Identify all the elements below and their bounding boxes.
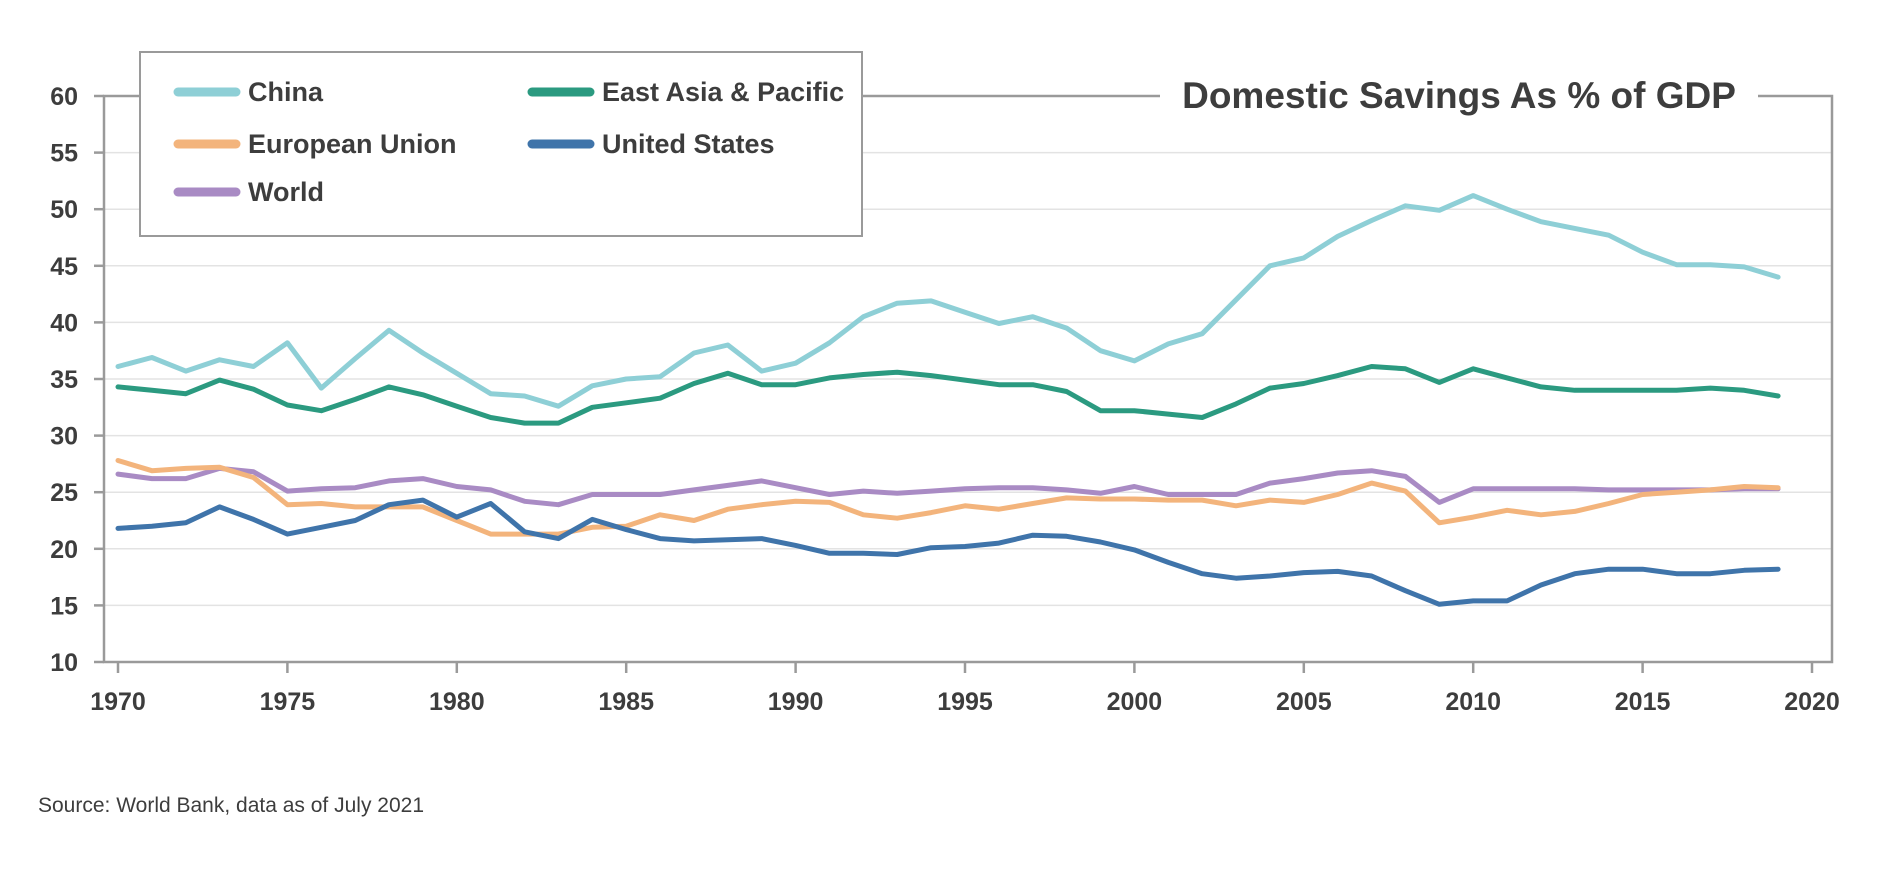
series-line-world bbox=[115, 465, 1781, 508]
chart-title: Domestic Savings As % of GDP bbox=[1182, 75, 1736, 116]
y-tick-label-15: 15 bbox=[50, 592, 78, 620]
y-tick-label-45: 45 bbox=[50, 253, 78, 281]
series-line-east-asia-pacific bbox=[115, 364, 1781, 426]
y-tick-label-60: 60 bbox=[50, 83, 78, 111]
x-tick-label-2000: 2000 bbox=[1107, 688, 1163, 716]
source-note: Source: World Bank, data as of July 2021 bbox=[38, 794, 424, 817]
x-tick-label-1975: 1975 bbox=[260, 688, 316, 716]
legend-label-east-asia-pacific: East Asia & Pacific bbox=[602, 77, 844, 107]
series-line-united-states bbox=[115, 497, 1781, 607]
x-tick-label-1995: 1995 bbox=[937, 688, 993, 716]
y-tick-label-20: 20 bbox=[50, 536, 78, 564]
legend-label-world: World bbox=[248, 177, 324, 207]
x-tick-label-1970: 1970 bbox=[90, 688, 146, 716]
y-tick-label-35: 35 bbox=[50, 366, 78, 394]
series-lines bbox=[115, 193, 1781, 607]
y-tick-label-50: 50 bbox=[50, 196, 78, 224]
x-tick-label-2015: 2015 bbox=[1615, 688, 1671, 716]
x-tick-label-1990: 1990 bbox=[768, 688, 824, 716]
legend-item-world: World bbox=[173, 177, 324, 207]
legend-box bbox=[139, 51, 863, 237]
x-tick-label-2010: 2010 bbox=[1445, 688, 1501, 716]
title-background bbox=[1160, 70, 1758, 124]
series-line-china bbox=[115, 193, 1781, 409]
y-tick-label-30: 30 bbox=[50, 423, 78, 451]
x-axis-ticks: 1970 1975 1980 1985 1990 1995 2000 2005 2010 2015… bbox=[90, 662, 1840, 716]
y-axis-ticks: 10 15 20 25 30 35 40 45 50 55 60 bbox=[50, 83, 104, 677]
x-tick-label-2020: 2020 bbox=[1784, 688, 1840, 716]
legend-item-china: China bbox=[173, 77, 324, 107]
x-tick-label-1985: 1985 bbox=[598, 688, 654, 716]
y-tick-label-10: 10 bbox=[50, 649, 78, 677]
legend-item-european-union: European Union bbox=[173, 129, 457, 159]
legend-label-china: China bbox=[248, 77, 324, 107]
x-tick-label-1980: 1980 bbox=[429, 688, 485, 716]
legend: China East Asia & Pacific European Union… bbox=[139, 51, 863, 237]
y-tick-label-25: 25 bbox=[50, 479, 78, 507]
legend-label-european-union: European Union bbox=[248, 129, 457, 159]
legend-item-united-states: United States bbox=[527, 129, 775, 159]
x-tick-label-2005: 2005 bbox=[1276, 688, 1332, 716]
legend-label-united-states: United States bbox=[602, 129, 775, 159]
y-tick-label-40: 40 bbox=[50, 309, 78, 337]
y-tick-label-55: 55 bbox=[50, 140, 78, 168]
series-line-european-union bbox=[115, 458, 1781, 537]
legend-item-east-asia-pacific: East Asia & Pacific bbox=[527, 77, 844, 107]
